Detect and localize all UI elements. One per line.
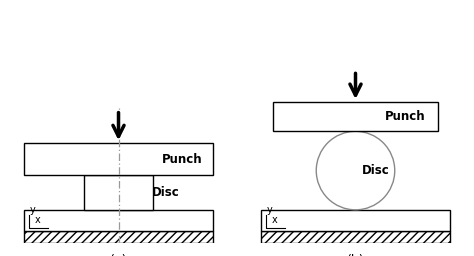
Circle shape <box>316 131 395 210</box>
Text: y: y <box>30 205 36 215</box>
Bar <box>261 231 450 243</box>
Text: x: x <box>35 215 41 225</box>
Text: Disc: Disc <box>361 164 389 177</box>
Text: x: x <box>272 215 278 225</box>
Text: Disc: Disc <box>152 186 180 199</box>
Text: Punch: Punch <box>162 153 202 166</box>
Bar <box>24 143 213 175</box>
Bar <box>24 231 213 243</box>
Text: (a): (a) <box>110 254 127 256</box>
Text: Punch: Punch <box>385 110 426 123</box>
Bar <box>273 102 438 131</box>
Text: (b): (b) <box>346 254 365 256</box>
Bar <box>84 175 153 210</box>
Bar <box>261 210 450 231</box>
Bar <box>24 210 213 231</box>
Text: y: y <box>267 205 273 215</box>
